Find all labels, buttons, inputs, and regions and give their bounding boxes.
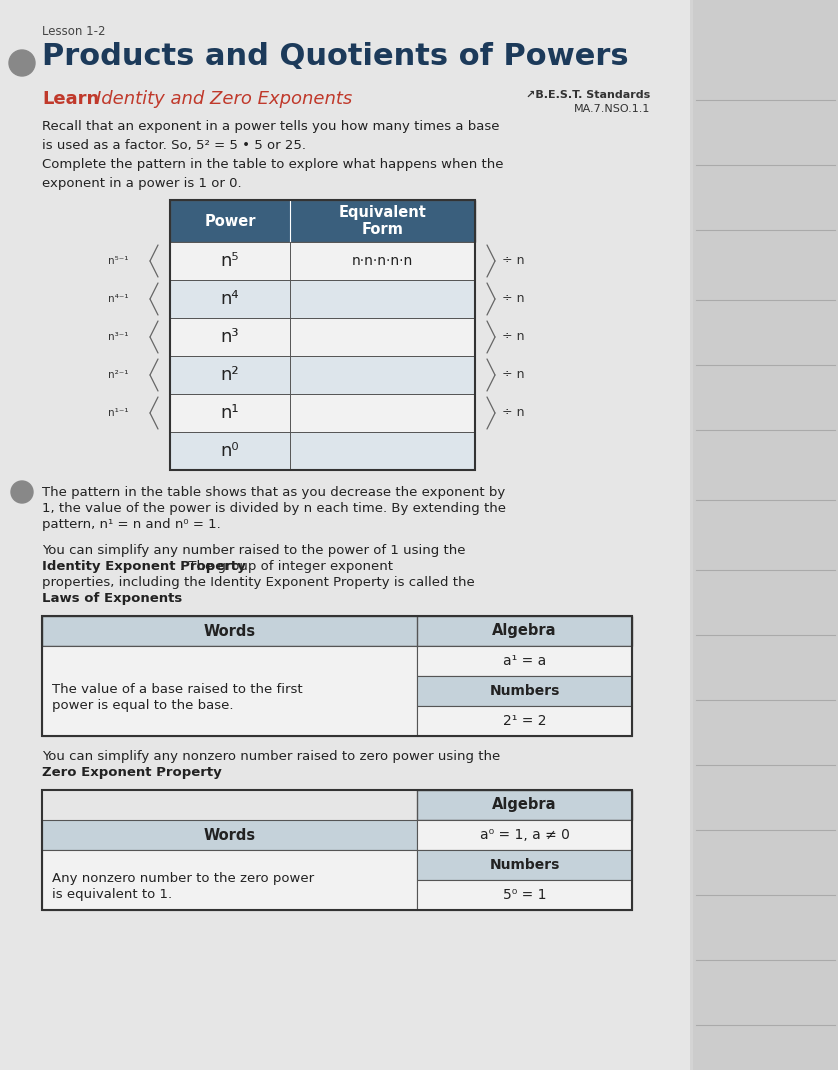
Text: n⁵⁻¹: n⁵⁻¹ bbox=[108, 256, 128, 266]
Text: .: . bbox=[132, 592, 137, 605]
Text: Equivalent
Form: Equivalent Form bbox=[339, 204, 427, 238]
Text: ↗B.E.S.T. Standards: ↗B.E.S.T. Standards bbox=[525, 90, 650, 100]
Circle shape bbox=[9, 50, 35, 76]
FancyBboxPatch shape bbox=[417, 880, 632, 910]
Text: Words: Words bbox=[204, 624, 256, 639]
Text: n¹⁻¹: n¹⁻¹ bbox=[108, 408, 128, 418]
Text: power is equal to the base.: power is equal to the base. bbox=[52, 699, 234, 712]
Text: n⁴⁻¹: n⁴⁻¹ bbox=[108, 294, 128, 304]
Text: Complete the pattern in the table to explore what happens when the
exponent in a: Complete the pattern in the table to exp… bbox=[42, 158, 504, 189]
Text: n¹: n¹ bbox=[220, 404, 240, 422]
FancyBboxPatch shape bbox=[170, 200, 475, 242]
Text: n³: n³ bbox=[220, 328, 240, 346]
Text: n⁰: n⁰ bbox=[220, 442, 240, 460]
Text: Power: Power bbox=[204, 214, 256, 229]
Text: You can simplify any number raised to the power of 1 using the: You can simplify any number raised to th… bbox=[42, 544, 465, 557]
Text: 1, the value of the power is divided by n each time. By extending the: 1, the value of the power is divided by … bbox=[42, 502, 506, 515]
FancyBboxPatch shape bbox=[170, 242, 475, 280]
Text: Words: Words bbox=[204, 827, 256, 842]
FancyBboxPatch shape bbox=[42, 820, 417, 850]
FancyBboxPatch shape bbox=[417, 790, 632, 820]
Text: .: . bbox=[159, 766, 163, 779]
Text: . The group of integer exponent: . The group of integer exponent bbox=[180, 560, 393, 574]
Text: n²⁻¹: n²⁻¹ bbox=[108, 370, 128, 380]
Text: MA.7.NSO.1.1: MA.7.NSO.1.1 bbox=[574, 104, 650, 114]
FancyBboxPatch shape bbox=[170, 394, 475, 432]
Text: Laws of Exponents: Laws of Exponents bbox=[42, 592, 182, 605]
Text: pattern, n¹ = n and n⁰ = 1.: pattern, n¹ = n and n⁰ = 1. bbox=[42, 518, 220, 531]
Text: Identity and Zero Exponents: Identity and Zero Exponents bbox=[96, 90, 352, 108]
Text: Recall that an exponent in a power tells you how many times a base
is used as a : Recall that an exponent in a power tells… bbox=[42, 120, 499, 152]
Circle shape bbox=[11, 482, 33, 503]
Text: ÷ n: ÷ n bbox=[502, 255, 525, 268]
Text: Learn: Learn bbox=[42, 90, 99, 108]
Text: Numbers: Numbers bbox=[489, 684, 560, 698]
Text: Identity Exponent Property: Identity Exponent Property bbox=[42, 560, 246, 574]
Text: is equivalent to 1.: is equivalent to 1. bbox=[52, 888, 172, 901]
Text: Products and Quotients of Powers: Products and Quotients of Powers bbox=[42, 42, 628, 71]
FancyBboxPatch shape bbox=[42, 850, 417, 910]
Text: ÷ n: ÷ n bbox=[502, 292, 525, 306]
FancyBboxPatch shape bbox=[417, 850, 632, 880]
Text: Zero Exponent Property: Zero Exponent Property bbox=[42, 766, 222, 779]
FancyBboxPatch shape bbox=[417, 820, 632, 850]
Text: a¹ = a: a¹ = a bbox=[503, 654, 546, 668]
Text: 2¹ = 2: 2¹ = 2 bbox=[503, 714, 546, 728]
FancyBboxPatch shape bbox=[42, 646, 417, 736]
Text: ÷ n: ÷ n bbox=[502, 407, 525, 419]
Text: Algebra: Algebra bbox=[492, 797, 556, 812]
Text: Numbers: Numbers bbox=[489, 858, 560, 872]
Text: a⁰ = 1, a ≠ 0: a⁰ = 1, a ≠ 0 bbox=[479, 828, 570, 842]
Text: Any nonzero number to the zero power: Any nonzero number to the zero power bbox=[52, 872, 314, 885]
Text: The pattern in the table shows that as you decrease the exponent by: The pattern in the table shows that as y… bbox=[42, 486, 505, 499]
Text: n·n·n·n·n: n·n·n·n·n bbox=[352, 254, 413, 268]
FancyBboxPatch shape bbox=[170, 318, 475, 356]
Text: ÷ n: ÷ n bbox=[502, 331, 525, 343]
Text: Lesson 1-2: Lesson 1-2 bbox=[42, 25, 106, 39]
FancyBboxPatch shape bbox=[42, 616, 632, 646]
Text: n³⁻¹: n³⁻¹ bbox=[108, 332, 128, 342]
Text: Algebra: Algebra bbox=[492, 624, 556, 639]
FancyBboxPatch shape bbox=[170, 356, 475, 394]
FancyBboxPatch shape bbox=[417, 646, 632, 676]
Text: properties, including the Identity Exponent Property is called the: properties, including the Identity Expon… bbox=[42, 576, 475, 589]
Text: You can simplify any nonzero number raised to zero power using the: You can simplify any nonzero number rais… bbox=[42, 750, 500, 763]
Text: n⁵: n⁵ bbox=[220, 253, 240, 270]
FancyBboxPatch shape bbox=[170, 280, 475, 318]
FancyBboxPatch shape bbox=[693, 0, 838, 1070]
Text: The value of a base raised to the first: The value of a base raised to the first bbox=[52, 683, 303, 696]
Text: ÷ n: ÷ n bbox=[502, 368, 525, 382]
Text: n⁴: n⁴ bbox=[220, 290, 240, 308]
FancyBboxPatch shape bbox=[417, 676, 632, 706]
FancyBboxPatch shape bbox=[170, 432, 475, 470]
FancyBboxPatch shape bbox=[0, 0, 690, 1070]
Text: n²: n² bbox=[220, 366, 240, 384]
FancyBboxPatch shape bbox=[417, 706, 632, 736]
Text: 5⁰ = 1: 5⁰ = 1 bbox=[503, 888, 546, 902]
